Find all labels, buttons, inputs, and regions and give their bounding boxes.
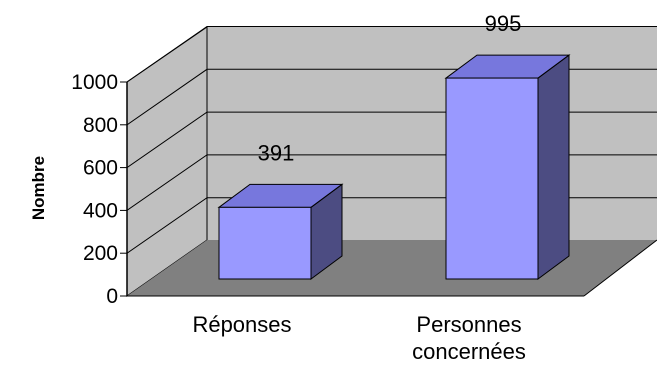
bars bbox=[217, 54, 571, 280]
y-axis bbox=[120, 81, 657, 297]
y-tick-label: 0 bbox=[106, 285, 118, 308]
category-label: Réponses bbox=[192, 312, 291, 337]
bar bbox=[444, 54, 571, 280]
gridline bbox=[126, 26, 657, 83]
y-tick-label: 600 bbox=[83, 157, 118, 180]
y-axis-title: Nombre bbox=[29, 156, 48, 220]
category-label: concernées bbox=[412, 339, 526, 364]
bar-front bbox=[218, 206, 312, 280]
y-tick-labels: 0 200 400 600 800 1000 bbox=[71, 71, 118, 308]
bar bbox=[217, 183, 344, 280]
data-label: 391 bbox=[258, 140, 295, 165]
y-tick-label: 1000 bbox=[71, 71, 118, 94]
data-labels: 391 995 bbox=[258, 11, 522, 165]
y-tick-label: 800 bbox=[83, 114, 118, 137]
category-label: Personnes bbox=[416, 312, 521, 337]
data-label: 995 bbox=[485, 11, 522, 36]
bar-side bbox=[537, 54, 570, 280]
y-tick-label: 200 bbox=[83, 242, 118, 265]
floor-edge bbox=[583, 239, 657, 297]
y-tick-label: 400 bbox=[83, 199, 118, 222]
bar-front bbox=[445, 77, 539, 280]
chart-floor bbox=[127, 240, 657, 296]
